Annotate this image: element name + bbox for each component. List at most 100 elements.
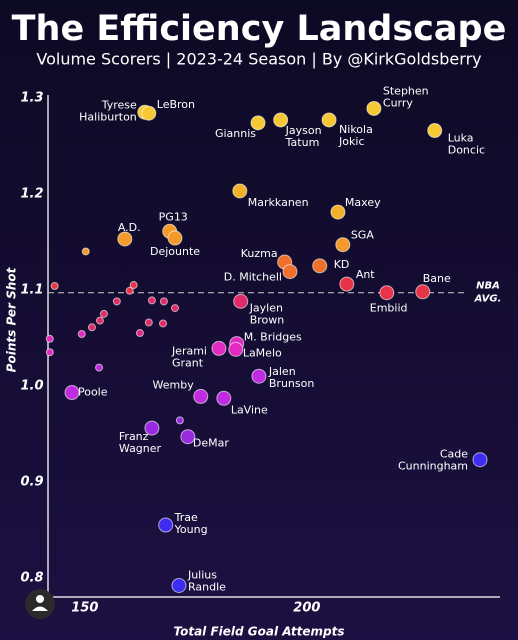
point-label: Curry xyxy=(383,96,414,109)
point-label: Julius xyxy=(187,568,217,581)
point xyxy=(312,258,328,274)
point xyxy=(144,420,160,436)
point-label: Jokic xyxy=(338,135,364,148)
point-label: Nikola xyxy=(339,123,373,136)
point xyxy=(193,388,209,404)
y-tick-label: 0.9 xyxy=(20,474,43,489)
point xyxy=(45,348,54,357)
point-label: Kuzma xyxy=(241,247,278,260)
point-label: Maxey xyxy=(345,196,381,209)
point xyxy=(141,105,157,121)
point-label: Randle xyxy=(188,580,226,593)
point-label: Trae xyxy=(174,511,198,524)
point xyxy=(379,285,395,301)
x-tick-label: 150 xyxy=(71,601,98,616)
point xyxy=(77,330,86,339)
point-label: A.D. xyxy=(118,221,141,234)
point-label: Young xyxy=(174,523,208,536)
point xyxy=(282,264,298,280)
profile-icon xyxy=(25,589,55,619)
point-label: Embiid xyxy=(370,302,408,315)
chart-subtitle: Volume Scorers | 2023-24 Season | By @Ki… xyxy=(36,50,481,69)
point xyxy=(216,390,232,406)
point xyxy=(135,329,144,338)
point xyxy=(180,429,196,445)
point xyxy=(171,577,187,593)
point-label: Markkanen xyxy=(248,196,309,209)
point xyxy=(147,296,156,305)
point xyxy=(211,340,227,356)
reference-label: AVG. xyxy=(474,294,502,305)
point-label: M. Bridges xyxy=(244,331,302,344)
point-label: Brown xyxy=(250,313,285,326)
point xyxy=(144,318,153,327)
point-label: Dejounte xyxy=(150,245,200,258)
point-label: Poole xyxy=(78,386,108,399)
point-label: Jerami xyxy=(171,344,207,357)
point xyxy=(330,204,346,220)
point-label: Giannis xyxy=(215,127,256,140)
point xyxy=(232,183,248,199)
point-label: LaMelo xyxy=(243,346,282,359)
point xyxy=(159,297,168,306)
point xyxy=(170,304,179,313)
chart-title: The Efficiency Landscape xyxy=(12,9,507,49)
point xyxy=(158,517,174,533)
point xyxy=(99,309,108,318)
y-tick-label: 1.3 xyxy=(20,90,43,105)
point-label: Franz xyxy=(119,430,149,443)
point xyxy=(175,416,184,425)
point-label: Wagner xyxy=(119,442,162,455)
point xyxy=(50,282,59,291)
point-label: Cunningham xyxy=(398,460,468,473)
point-label: PG13 xyxy=(159,210,188,223)
point xyxy=(250,115,266,131)
point-label: Wemby xyxy=(153,378,195,391)
point xyxy=(87,323,96,332)
point xyxy=(129,281,138,290)
point xyxy=(125,286,134,295)
point-label: Cade xyxy=(440,448,468,461)
point-label: Ant xyxy=(356,268,375,281)
point-label: Tyrese xyxy=(101,98,137,111)
point xyxy=(415,284,431,300)
point xyxy=(95,316,104,325)
point xyxy=(95,363,104,372)
point xyxy=(117,231,133,247)
y-axis-label: Points Per Shot xyxy=(5,266,19,372)
y-tick-label: 1.1 xyxy=(20,282,43,297)
point-label: LeBron xyxy=(157,98,195,111)
point xyxy=(339,276,355,292)
point xyxy=(273,112,289,128)
point-label: Jalen xyxy=(268,365,296,378)
profile-icon-head xyxy=(36,595,44,603)
point-label: D. Mitchell xyxy=(224,271,282,284)
point-label: LaVine xyxy=(231,403,268,416)
y-tick-label: 1.2 xyxy=(20,186,43,201)
point-label: Brunson xyxy=(269,377,314,390)
point xyxy=(228,341,244,357)
x-axis-label: Total Field Goal Attempts xyxy=(173,625,344,639)
point-label: Jaylen xyxy=(249,301,283,314)
point xyxy=(233,293,249,309)
point-label: KD xyxy=(334,258,350,271)
point-label: Tatum xyxy=(285,136,320,149)
point-label: Luka xyxy=(448,132,474,145)
point xyxy=(472,452,488,468)
point xyxy=(167,230,183,246)
point xyxy=(335,237,351,253)
point xyxy=(81,247,90,256)
x-tick-label: 200 xyxy=(293,601,320,616)
point xyxy=(321,112,337,128)
point xyxy=(427,123,443,139)
point-label: Haliburton xyxy=(79,110,137,123)
point-label: DeMar xyxy=(193,437,229,450)
point xyxy=(45,334,54,343)
point-label: Grant xyxy=(172,356,204,369)
point xyxy=(251,368,267,384)
point-label: Doncic xyxy=(448,144,485,157)
point xyxy=(112,297,121,306)
point xyxy=(64,385,80,401)
point-label: Stephen xyxy=(383,84,429,97)
